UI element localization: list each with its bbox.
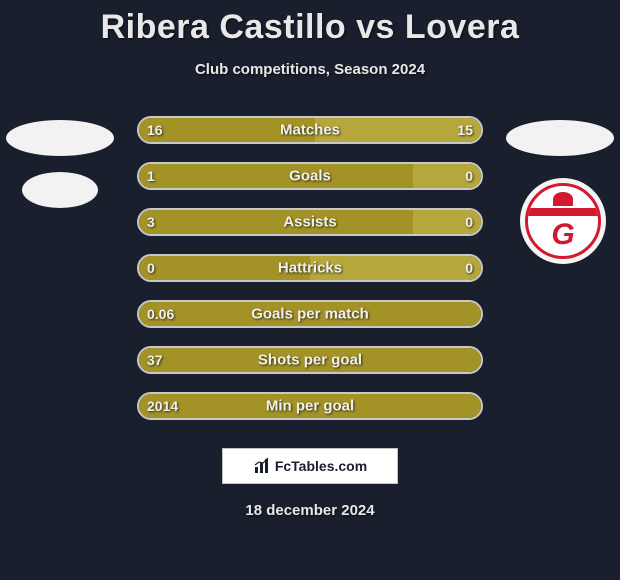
stat-label: Hattricks [278,260,342,277]
stat-value-left: 2014 [147,398,178,414]
stat-value-right: 15 [457,122,473,138]
bar-segment-left [139,210,413,234]
stat-label: Assists [283,214,336,231]
stat-row: Min per goal 2014 [137,392,483,420]
right-club-badge: G [520,178,606,264]
left-badge-1 [6,120,114,156]
club-logo-band [528,208,598,216]
stat-value-left: 37 [147,352,163,368]
club-logo: G [525,183,601,259]
club-logo-crest-icon [553,192,573,206]
stat-value-left: 0.06 [147,306,174,322]
date-line: 18 december 2024 [0,502,620,519]
footer-brand: FcTables.com [222,448,398,484]
brand-text: FcTables.com [275,458,367,474]
club-logo-letter: G [551,220,574,250]
page-title: Ribera Castillo vs Lovera [0,0,620,47]
stat-row: Assists 3 0 [137,208,483,236]
comparison-bars: Matches1615Goals10Assists30Hattricks00Go… [0,116,620,420]
stat-label: Shots per goal [258,352,362,369]
stat-label: Goals [289,168,331,185]
stat-row: Shots per goal 37 [137,346,483,374]
stat-row: Goals per match 0.06 [137,300,483,328]
stat-label: Matches [280,122,340,139]
stat-value-left: 16 [147,122,163,138]
stat-row: Matches 16 15 [137,116,483,144]
stat-value-left: 0 [147,260,155,276]
stat-row: Goals 1 0 [137,162,483,190]
stat-value-left: 1 [147,168,155,184]
stat-row: Hattricks 0 0 [137,254,483,282]
bar-segment-left [139,164,413,188]
stat-value-left: 3 [147,214,155,230]
subtitle: Club competitions, Season 2024 [0,61,620,78]
stat-label: Goals per match [251,306,369,323]
left-badge-2 [22,172,98,208]
bar-segment-right [315,118,481,142]
brand-chart-icon [253,457,271,475]
stat-label: Min per goal [266,398,354,415]
stat-value-right: 0 [465,260,473,276]
right-badge-1 [506,120,614,156]
stat-value-right: 0 [465,168,473,184]
stat-value-right: 0 [465,214,473,230]
